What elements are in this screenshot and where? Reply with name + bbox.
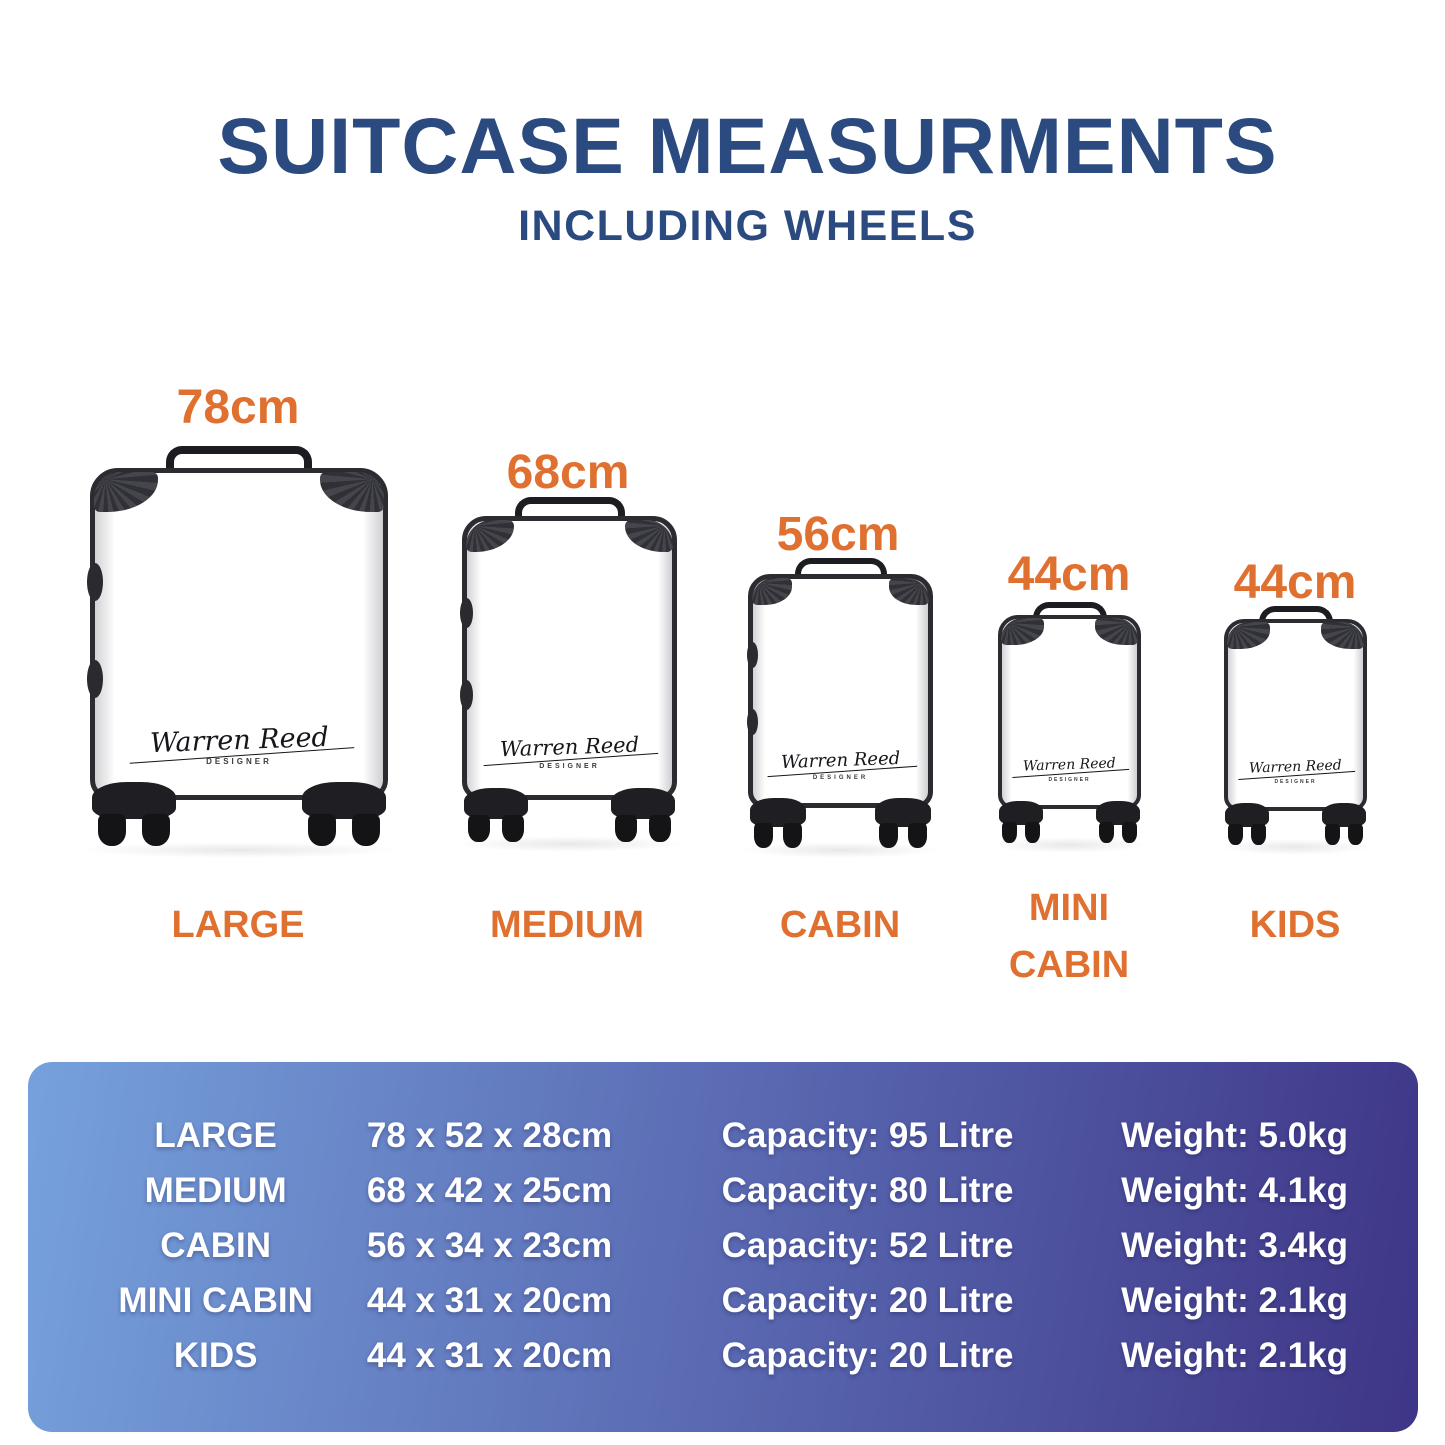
height-label-cabin: 56cm [776, 508, 900, 561]
wheel-cluster-left-icon [1225, 803, 1269, 845]
signature-designer-label: DESIGNER [1048, 776, 1091, 783]
suitcase-shell: Warren Reed DESIGNER [1224, 619, 1367, 811]
corner-protector-icon [752, 578, 792, 605]
brand-signature: Warren Reed DESIGNER [467, 732, 672, 771]
size-name-large: LARGE [171, 904, 305, 946]
corner-protector-icon [1321, 622, 1364, 649]
brand-signature: Warren Reed DESIGNER [1002, 755, 1137, 783]
suitcase-handle-icon [514, 497, 625, 534]
row-dimensions: 44 x 31 x 20cm [366, 1336, 613, 1375]
row-capacity: Capacity: 20 Litre [721, 1336, 1014, 1375]
table-row: LARGE 78 x 52 x 28cm Capacity: 95 Litre … [28, 1108, 1418, 1163]
page-subtitle: INCLUDING WHEELS [518, 202, 977, 250]
ground-shadow [78, 842, 400, 858]
row-name: LARGE [154, 1116, 277, 1155]
row-weight: Weight: 2.1kg [1121, 1281, 1348, 1320]
signature-script: Warren Reed [780, 747, 901, 773]
wheel-cluster-right-icon [611, 788, 675, 842]
signature-script: Warren Reed [1248, 757, 1343, 777]
suitcase-large: Warren Reed DESIGNER [78, 446, 400, 858]
row-name: KIDS [173, 1336, 258, 1375]
table-row: CABIN 56 x 34 x 23cm Capacity: 52 Litre … [28, 1218, 1418, 1273]
height-label-mini-cabin: 44cm [1007, 548, 1131, 601]
corner-protector-icon [1227, 622, 1270, 649]
side-bumper-icon [460, 597, 473, 628]
size-name-mini-cabin: MINI CABIN [1008, 887, 1130, 986]
suitcase-medium: Warren Reed DESIGNER [453, 497, 686, 852]
row-dimensions: 68 x 42 x 25cm [366, 1171, 613, 1210]
signature-designer-label: DESIGNER [206, 757, 272, 767]
wheel-cluster-left-icon [92, 782, 176, 846]
page-title: SUITCASE MEASURMENTS [217, 101, 1278, 190]
wheel-cluster-right-icon [1096, 801, 1140, 843]
height-label-medium: 68cm [506, 446, 630, 499]
corner-protector-icon [320, 472, 384, 512]
size-name-kids: KIDS [1249, 904, 1341, 946]
side-bumper-icon [747, 641, 758, 668]
side-bumper-icon [747, 708, 758, 735]
row-name: CABIN [160, 1226, 272, 1265]
row-capacity: Capacity: 52 Litre [721, 1226, 1014, 1265]
corner-protector-icon [94, 472, 158, 512]
corner-protector-icon [1095, 618, 1138, 645]
suitcase-cabin: Warren Reed DESIGNER [740, 558, 941, 858]
wheel-cluster-left-icon [464, 788, 528, 842]
signature-script: Warren Reed [1022, 755, 1117, 775]
wheel-cluster-right-icon [302, 782, 386, 846]
suitcase-mini-cabin: Warren Reed DESIGNER [992, 602, 1147, 853]
size-name-medium: MEDIUM [489, 904, 645, 946]
row-name: MINI CABIN [118, 1281, 313, 1320]
signature-designer-label: DESIGNER [1274, 778, 1317, 785]
spec-table: LARGE 78 x 52 x 28cm Capacity: 95 Litre … [28, 1062, 1418, 1432]
side-bumper-icon [87, 563, 103, 602]
wheel-cluster-right-icon [875, 798, 931, 848]
corner-protector-icon [625, 520, 673, 552]
row-weight: Weight: 4.1kg [1121, 1171, 1348, 1210]
brand-signature: Warren Reed DESIGNER [95, 721, 383, 767]
side-bumper-icon [460, 679, 473, 710]
suitcase-shell: Warren Reed DESIGNER [87, 468, 388, 800]
suitcase-shell: Warren Reed DESIGNER [998, 615, 1141, 809]
signature-script: Warren Reed [499, 732, 640, 762]
row-dimensions: 44 x 31 x 20cm [366, 1281, 613, 1320]
brand-signature: Warren Reed DESIGNER [753, 747, 928, 781]
signature-script: Warren Reed [149, 721, 329, 760]
row-dimensions: 56 x 34 x 23cm [366, 1226, 613, 1265]
row-weight: Weight: 2.1kg [1121, 1336, 1348, 1375]
suitcase-shell: Warren Reed DESIGNER [747, 574, 933, 808]
row-capacity: Capacity: 20 Litre [721, 1281, 1014, 1320]
height-label-kids: 44cm [1233, 556, 1357, 609]
corner-protector-icon [466, 520, 514, 552]
size-name-cabin: CABIN [779, 904, 901, 946]
corner-protector-icon [889, 578, 929, 605]
wheel-cluster-left-icon [750, 798, 806, 848]
row-weight: Weight: 5.0kg [1121, 1116, 1348, 1155]
wheel-cluster-right-icon [1322, 803, 1366, 845]
row-weight: Weight: 3.4kg [1121, 1226, 1348, 1265]
table-row: MEDIUM 68 x 42 x 25cm Capacity: 80 Litre… [28, 1163, 1418, 1218]
table-row: KIDS 44 x 31 x 20cm Capacity: 20 Litre W… [28, 1328, 1418, 1383]
row-capacity: Capacity: 95 Litre [721, 1116, 1014, 1155]
suitcase-shell: Warren Reed DESIGNER [460, 516, 677, 800]
brand-signature: Warren Reed DESIGNER [1228, 757, 1363, 785]
suitcase-handle-icon [166, 446, 312, 488]
height-label-large: 78cm [176, 381, 300, 434]
table-row: MINI CABIN 44 x 31 x 20cm Capacity: 20 L… [28, 1273, 1418, 1328]
suitcase-kids: Warren Reed DESIGNER [1218, 606, 1373, 855]
wheel-cluster-left-icon [999, 801, 1043, 843]
corner-protector-icon [1001, 618, 1044, 645]
row-name: MEDIUM [144, 1171, 287, 1210]
signature-designer-label: DESIGNER [812, 774, 869, 781]
side-bumper-icon [87, 659, 103, 698]
row-capacity: Capacity: 80 Litre [721, 1171, 1014, 1210]
signature-designer-label: DESIGNER [539, 763, 600, 771]
row-dimensions: 78 x 52 x 28cm [366, 1116, 613, 1155]
